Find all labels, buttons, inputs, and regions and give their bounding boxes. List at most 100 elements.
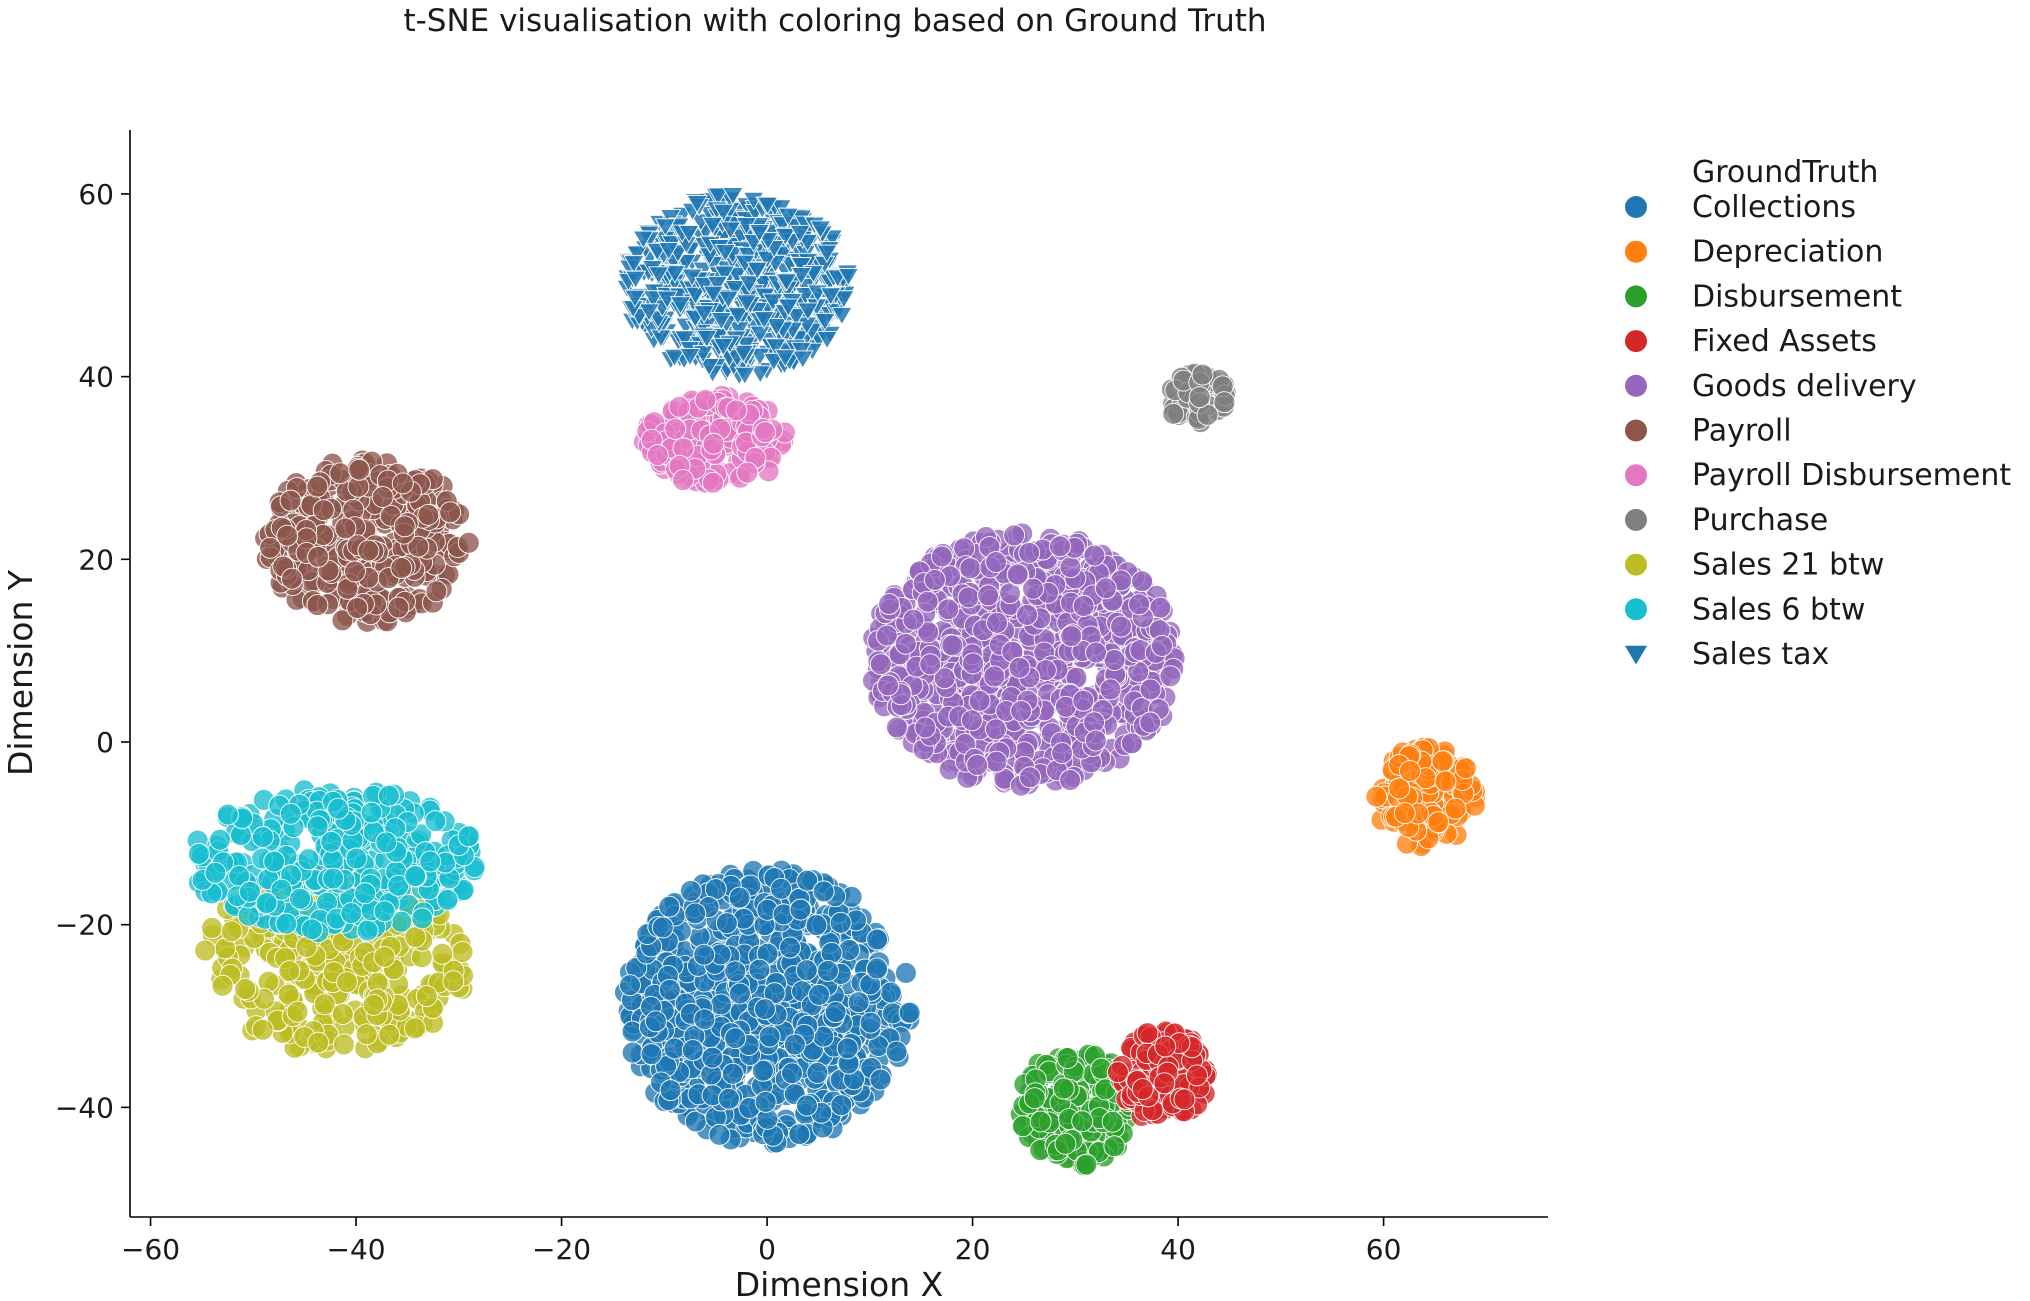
data-point [659,1079,682,1102]
data-point [255,892,278,914]
data-point [717,290,740,309]
legend-marker [1625,645,1647,665]
data-point [763,352,785,372]
data-point [1008,656,1031,679]
data-point [749,325,771,344]
series-depreciation [1365,736,1487,857]
scatter-points [186,187,1487,1177]
legend-marker [1625,196,1647,218]
data-point [796,1094,818,1117]
data-point [914,716,937,739]
y-tick-label: 40 [78,361,114,394]
series-sales-6-btw [186,779,486,944]
data-point [1016,603,1038,626]
data-point [816,330,838,350]
data-point [847,991,870,1014]
data-point [1159,665,1182,688]
data-point [724,960,747,983]
data-point [668,395,691,418]
data-point [736,461,759,484]
data-point [307,545,330,568]
data-point [916,590,939,613]
x-ticks: −60 −40 −20 0 20 40 60 [121,1217,1401,1266]
data-point [638,303,660,322]
data-point [647,266,670,285]
data-point [297,848,320,871]
data-point [276,524,299,547]
data-point [419,850,442,873]
data-point [709,993,732,1016]
data-point [1388,777,1411,800]
series-payroll-disbursement [632,384,796,494]
data-point [407,535,430,558]
data-point [831,306,853,326]
data-point [679,879,702,902]
data-point [355,1023,378,1046]
data-point [457,825,480,848]
data-point [340,902,363,925]
data-point [390,557,413,579]
data-point [234,978,257,1000]
data-point [758,1025,781,1048]
series-disbursement [1009,1043,1141,1177]
data-point [329,462,352,485]
data-point [718,1087,740,1110]
legend-item: Sales 21 btw [1625,548,1884,583]
data-point [1072,689,1095,712]
y-axis-label: Dimension Y [1,569,40,776]
data-point [713,265,736,284]
data-point [321,849,344,872]
data-point [306,475,329,498]
data-point [774,227,796,247]
y-ticks: −40 −20 0 20 40 60 [55,178,130,1124]
data-point [404,1017,426,1040]
data-point [789,898,812,921]
data-point [749,365,772,384]
data-point [866,957,889,980]
data-point [836,1037,859,1060]
data-point [724,280,746,299]
data-point [204,861,227,884]
data-point [425,580,448,603]
data-point [754,421,777,444]
series-payroll [254,449,480,633]
legend-item: Purchase [1625,503,1828,538]
legend-item: Depreciation [1625,235,1883,270]
data-point [1085,641,1108,664]
data-point [621,1041,644,1064]
data-point [1154,1035,1177,1058]
data-point [775,273,798,292]
data-point [684,902,707,925]
data-point [417,503,440,526]
data-point [1060,625,1083,648]
data-point [781,1062,804,1085]
data-point [728,982,751,1005]
data-point [1006,563,1029,586]
legend-label: Sales 6 btw [1692,592,1865,627]
data-point [1056,1047,1079,1069]
data-point [701,216,724,236]
data-point [624,270,647,290]
data-point [1191,363,1214,386]
data-point [279,802,302,825]
data-point [983,665,1006,688]
data-point [1059,556,1082,579]
legend-label: Fixed Assets [1692,324,1877,359]
data-point [1052,1077,1075,1100]
data-point [201,917,223,939]
y-tick-label: 20 [78,543,114,576]
data-point [816,244,838,263]
data-point [875,624,898,647]
series-purchase [1160,362,1237,434]
data-point [751,1059,774,1082]
data-point [789,224,811,244]
data-point [714,243,737,263]
data-point [702,432,725,455]
data-point [765,318,788,337]
data-point [833,290,855,309]
legend-item: Fixed Assets [1625,324,1877,359]
data-point [345,847,368,870]
data-point [869,1068,892,1091]
data-point [712,337,735,357]
data-point [1059,769,1082,791]
